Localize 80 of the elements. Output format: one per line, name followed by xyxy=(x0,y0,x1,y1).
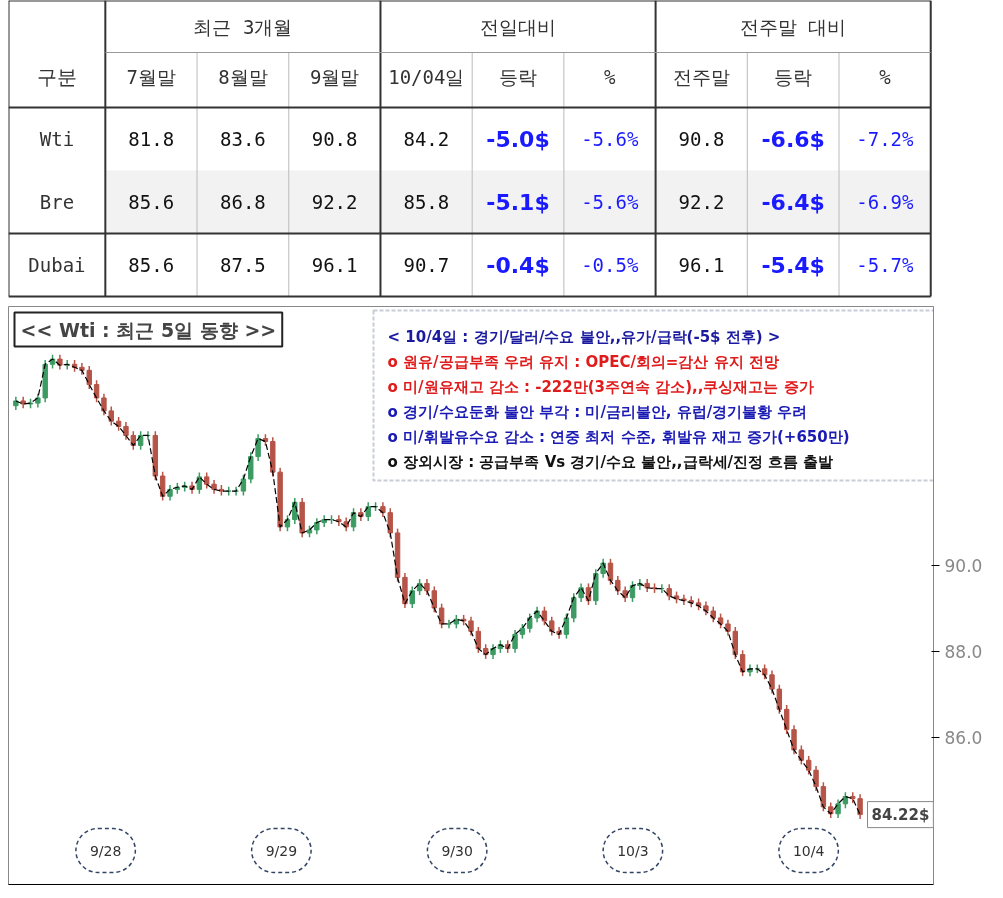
data-label: 83.6 xyxy=(220,128,266,150)
y-tick-label: 90.0 xyxy=(944,555,983,576)
data-label: -0.5% xyxy=(581,254,639,276)
text: << Wti : 최근 5일 동향 >> xyxy=(20,318,277,341)
data-label: -5.4$ xyxy=(761,252,825,278)
x-tick-label: % xyxy=(879,66,892,88)
candlestick xyxy=(431,585,437,614)
y-tick-label: 86.0 xyxy=(944,728,983,749)
data-label: -5.6% xyxy=(581,128,639,150)
data-label: -6.6$ xyxy=(761,126,825,152)
data-label: 87.5 xyxy=(220,254,266,276)
data-label: -6.4$ xyxy=(761,189,825,215)
data-label: -7.2% xyxy=(856,128,915,150)
data-label: 90.8 xyxy=(678,128,725,150)
text: 최근 3개월 xyxy=(193,15,293,38)
candlestick xyxy=(607,558,614,586)
data-label: 86.8 xyxy=(220,191,266,213)
data-label: -0.4$ xyxy=(486,252,550,278)
text: 전주말 대비 xyxy=(739,15,847,38)
candlestick xyxy=(108,405,114,427)
candlestick xyxy=(159,470,166,502)
y-axis-title: 구분 xyxy=(36,65,77,89)
data-label: -5.0$ xyxy=(486,126,550,152)
data-label: 85.8 xyxy=(403,191,450,213)
candlestick xyxy=(615,575,621,596)
data-label: -6.9% xyxy=(856,191,915,213)
y-tick-label: Dubai xyxy=(28,254,86,276)
y-tick-label: 88.0 xyxy=(944,642,983,663)
annotation: o 원유/공급부족 우려 유지 : OPEC/회의=감산 유지 전망 xyxy=(387,352,779,371)
annotation: 9/29 xyxy=(265,842,298,859)
x-tick-label: 10/04일 xyxy=(388,66,465,88)
candlestick xyxy=(365,501,371,522)
annotation: o 미/휘발유수요 감소 : 연중 최저 수준, 휘발유 재고 증가(+650만) xyxy=(387,427,850,446)
annotation: o 경기/수요둔화 불안 부각 : 미/금리불안, 유럽/경기불황 우려 xyxy=(387,402,808,421)
data-label: 85.6 xyxy=(128,191,175,213)
candlestick xyxy=(820,781,827,812)
candlestick xyxy=(512,629,518,654)
candlestick xyxy=(571,592,577,623)
candlestick xyxy=(549,615,555,637)
data-label: 92.2 xyxy=(311,191,358,213)
x-tick-label: 전주말 xyxy=(672,66,730,88)
x-tick-label: % xyxy=(604,66,617,88)
data-label: 85.6 xyxy=(128,254,175,276)
annotation: o 장외시장 : 공급부족 Vs 경기/수요 불안,,급락세/진정 흐름 출발 xyxy=(387,452,834,471)
candlestick xyxy=(835,798,841,819)
annotation: 10/3 xyxy=(617,842,649,859)
text: 전일대비 xyxy=(480,15,557,38)
data-label: 92.2 xyxy=(678,191,725,213)
x-tick-label: 8월말 xyxy=(218,66,268,88)
candlestick xyxy=(798,744,805,766)
text: 84.22$ xyxy=(871,805,930,824)
candlestick xyxy=(409,585,415,609)
y-tick-label: Wti xyxy=(39,128,75,150)
data-label: 84.2 xyxy=(403,128,450,150)
candlestick xyxy=(541,605,548,627)
x-tick-label: 9월말 xyxy=(309,66,360,88)
candlestick xyxy=(813,765,819,792)
annotation: 10/4 xyxy=(792,842,825,859)
data-label: 81.8 xyxy=(128,128,175,150)
candlestick xyxy=(563,612,570,640)
data-label: 96.1 xyxy=(678,254,725,276)
x-tick-label: 등락 xyxy=(774,66,813,88)
candlestick xyxy=(387,507,393,539)
x-tick-label: 7월말 xyxy=(126,66,176,88)
x-tick-label: 등락 xyxy=(499,66,538,88)
data-label: -5.6% xyxy=(581,191,639,213)
candlestick xyxy=(776,684,783,715)
annotation: o 미/원유재고 감소 : -222만(3주연속 감소),,쿠싱재고는 증가 xyxy=(387,377,814,396)
candlestick xyxy=(806,755,812,776)
annotation: 9/30 xyxy=(441,842,473,859)
candlestick xyxy=(527,612,533,634)
data-label: -5.7% xyxy=(856,254,915,276)
data-label: 90.8 xyxy=(311,128,358,150)
annotation: 9/28 xyxy=(89,842,122,859)
data-label: -5.1$ xyxy=(486,189,550,215)
y-tick-label: Bre xyxy=(39,191,75,213)
candlestick xyxy=(240,473,247,497)
data-label: 90.7 xyxy=(403,254,450,276)
annotation: < 10/4일 : 경기/달러/수요 불안,,유가/급락(-5$ 전후) > xyxy=(387,327,781,346)
data-label: 96.1 xyxy=(311,254,358,276)
